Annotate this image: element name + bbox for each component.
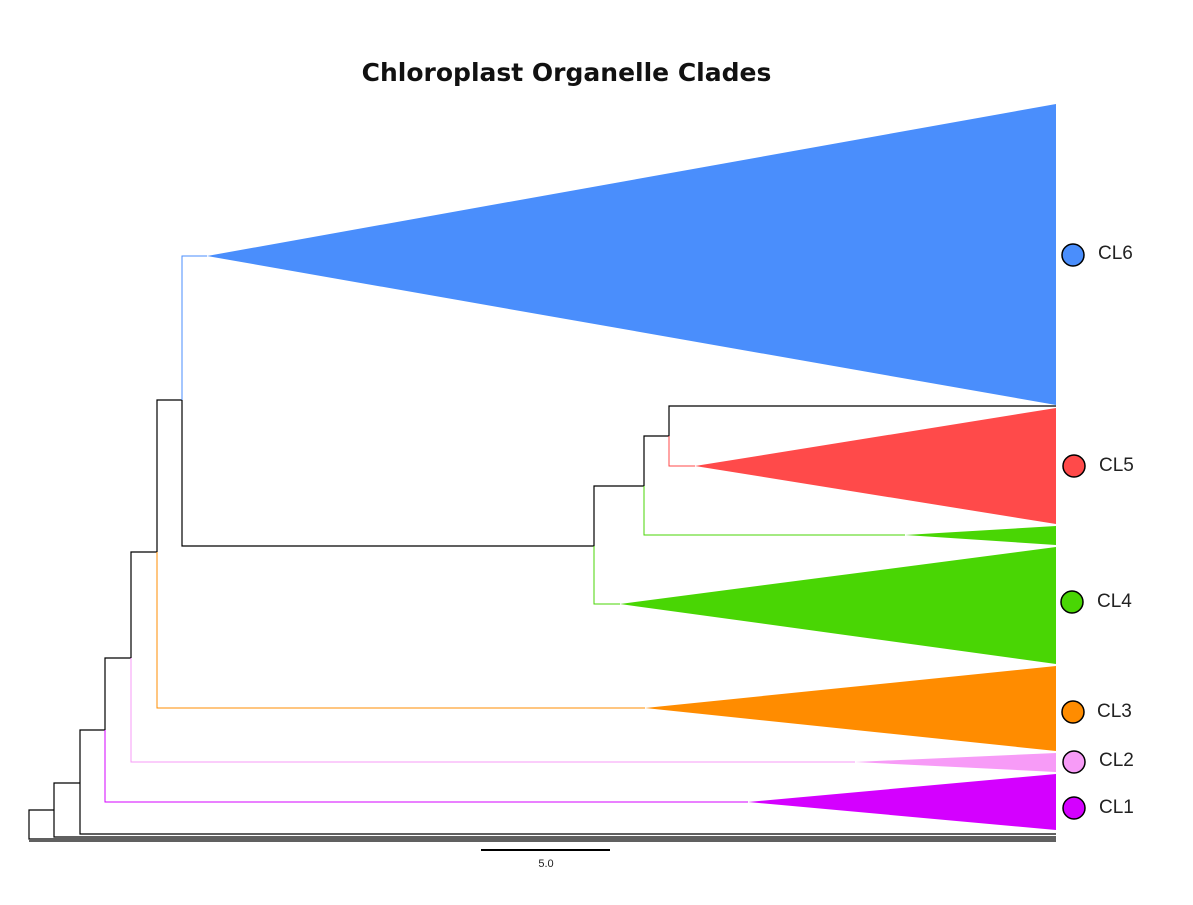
branch-to-cl4 (593, 546, 620, 605)
branch-n1-outgroup (53, 810, 1056, 838)
clade-label-cl1: CL1 (1099, 797, 1134, 818)
branch-to-cl5 (668, 436, 695, 467)
clade-triangle-cl1 (748, 774, 1056, 830)
clade-label-cl3: CL3 (1097, 701, 1132, 722)
clade-marker-cl1 (1062, 796, 1086, 820)
branch-to-unlabeled (643, 486, 905, 536)
colored-branches (104, 255, 905, 803)
clade-label-cl2: CL2 (1099, 750, 1134, 771)
branch-n5 (156, 399, 182, 552)
branch-n4 (130, 551, 157, 658)
branch-to-cl1 (104, 730, 748, 803)
clade-triangle-unlabeled (905, 526, 1056, 545)
branch-root (28, 809, 1056, 840)
clade-label-cl6: CL6 (1098, 243, 1133, 264)
figure-title: Chloroplast Organelle Clades (361, 58, 772, 87)
scale-bar-label: 5.0 (538, 858, 554, 870)
clade-marker-cl6 (1061, 243, 1085, 267)
clade-triangle-cl6 (207, 104, 1056, 405)
branch-n1 (53, 782, 80, 810)
clade-marker-cl2 (1062, 750, 1086, 774)
clade-triangle-cl4 (620, 547, 1056, 664)
branch-n2-outgroup (79, 783, 1056, 835)
clade-label-cl4: CL4 (1097, 591, 1132, 612)
branch-n3 (104, 657, 131, 730)
clade-marker-cl3 (1061, 700, 1085, 724)
clade-triangle-cl2 (855, 753, 1056, 772)
branch-n6-lower (181, 400, 644, 547)
clade-triangle-cl3 (645, 666, 1056, 751)
branch-n2 (79, 729, 105, 783)
branch-to-cl6 (181, 255, 207, 400)
branch-to-cl2 (130, 658, 855, 763)
clade-marker-cl4 (1060, 590, 1084, 614)
clade-triangle-cl5 (695, 408, 1056, 524)
clade-marker-cl5 (1062, 454, 1086, 478)
clade-label-cl5: CL5 (1099, 455, 1134, 476)
branch-to-cl3 (156, 552, 645, 709)
